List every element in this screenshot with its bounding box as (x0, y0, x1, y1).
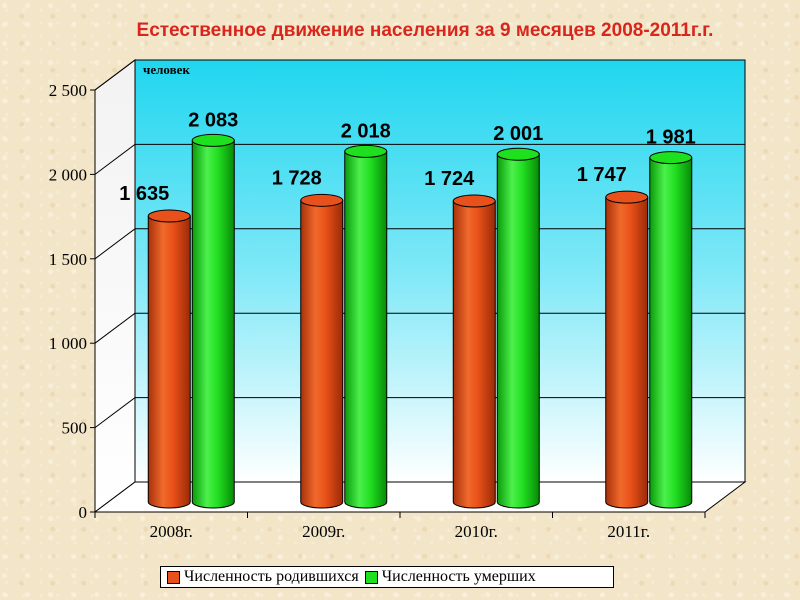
bar-deaths: 1 981 (646, 127, 696, 509)
x-tick-label: 2008г. (150, 522, 193, 541)
bar-cap (191, 133, 235, 147)
bar-cap (496, 147, 540, 161)
legend-swatch-deaths (364, 570, 378, 584)
bar-births: 1 635 (119, 183, 191, 509)
gridline-side (94, 59, 136, 91)
y-tick-label: 500 (62, 419, 88, 438)
bar-body (344, 150, 388, 509)
bar-body (605, 196, 649, 509)
bar-cap (300, 193, 344, 207)
bar-births: 1 728 (272, 167, 344, 509)
x-tick-label: 2011г. (607, 522, 650, 541)
y-tick-label: 2 500 (49, 81, 87, 100)
side-wall (94, 59, 136, 513)
bar-deaths: 2 083 (188, 109, 238, 509)
data-label: 1 981 (646, 127, 696, 149)
legend: Численность родившихся Численность умерш… (160, 566, 614, 588)
bar-cap (344, 144, 388, 158)
bar-births: 1 724 (424, 168, 496, 509)
legend-item-births: Численность родившихся (167, 568, 359, 586)
legend-label-deaths: Численность умерших (381, 568, 536, 585)
data-label: 1 728 (272, 167, 322, 189)
data-label: 1 724 (424, 168, 475, 190)
unit-label: человек (143, 62, 190, 77)
legend-label-births: Численность родившихся (184, 568, 359, 585)
bars: 1 635 2 083 1 728 2 018 1 724 2 001 1 747 1 981 (119, 109, 696, 509)
x-tick-label: 2009г. (302, 522, 345, 541)
data-label: 2 083 (188, 109, 238, 131)
y-axis: 0 500 1 000 1 500 2 000 2 500 (49, 81, 96, 522)
y-tick-label: 1 500 (49, 250, 87, 269)
bar-body (191, 139, 235, 509)
bar-deaths: 2 018 (341, 120, 391, 509)
gridline-side (94, 397, 136, 429)
y-tick-label: 0 (79, 503, 88, 522)
x-axis: 2008г. 2009г. 2010г. 2011г. (94, 511, 706, 541)
gridline-side (94, 312, 136, 344)
bar-deaths: 2 001 (493, 123, 543, 509)
bar-body (649, 157, 693, 509)
data-label: 2 001 (493, 123, 543, 145)
data-label: 1 635 (119, 183, 169, 205)
y-tick-label: 2 000 (49, 165, 87, 184)
data-label: 1 747 (577, 164, 627, 186)
gridline-side (94, 143, 136, 175)
x-tick-label: 2010г. (455, 522, 498, 541)
bar-births: 1 747 (577, 164, 649, 509)
bar-cap (147, 209, 191, 223)
legend-swatch-births (167, 570, 180, 584)
legend-item-deaths: Численность умерших (364, 568, 536, 586)
chart-title: Естественное движение населения за 9 мес… (136, 20, 714, 41)
gridline-side (94, 228, 136, 260)
bar-body (496, 153, 540, 509)
data-label: 2 018 (341, 120, 391, 142)
bar-body (452, 200, 496, 509)
bar-cap (452, 194, 496, 208)
bar-body (147, 215, 191, 509)
y-tick-label: 1 000 (49, 334, 87, 353)
bar-cap (649, 151, 693, 165)
bar-body (300, 199, 344, 509)
bar-cap (605, 190, 649, 204)
